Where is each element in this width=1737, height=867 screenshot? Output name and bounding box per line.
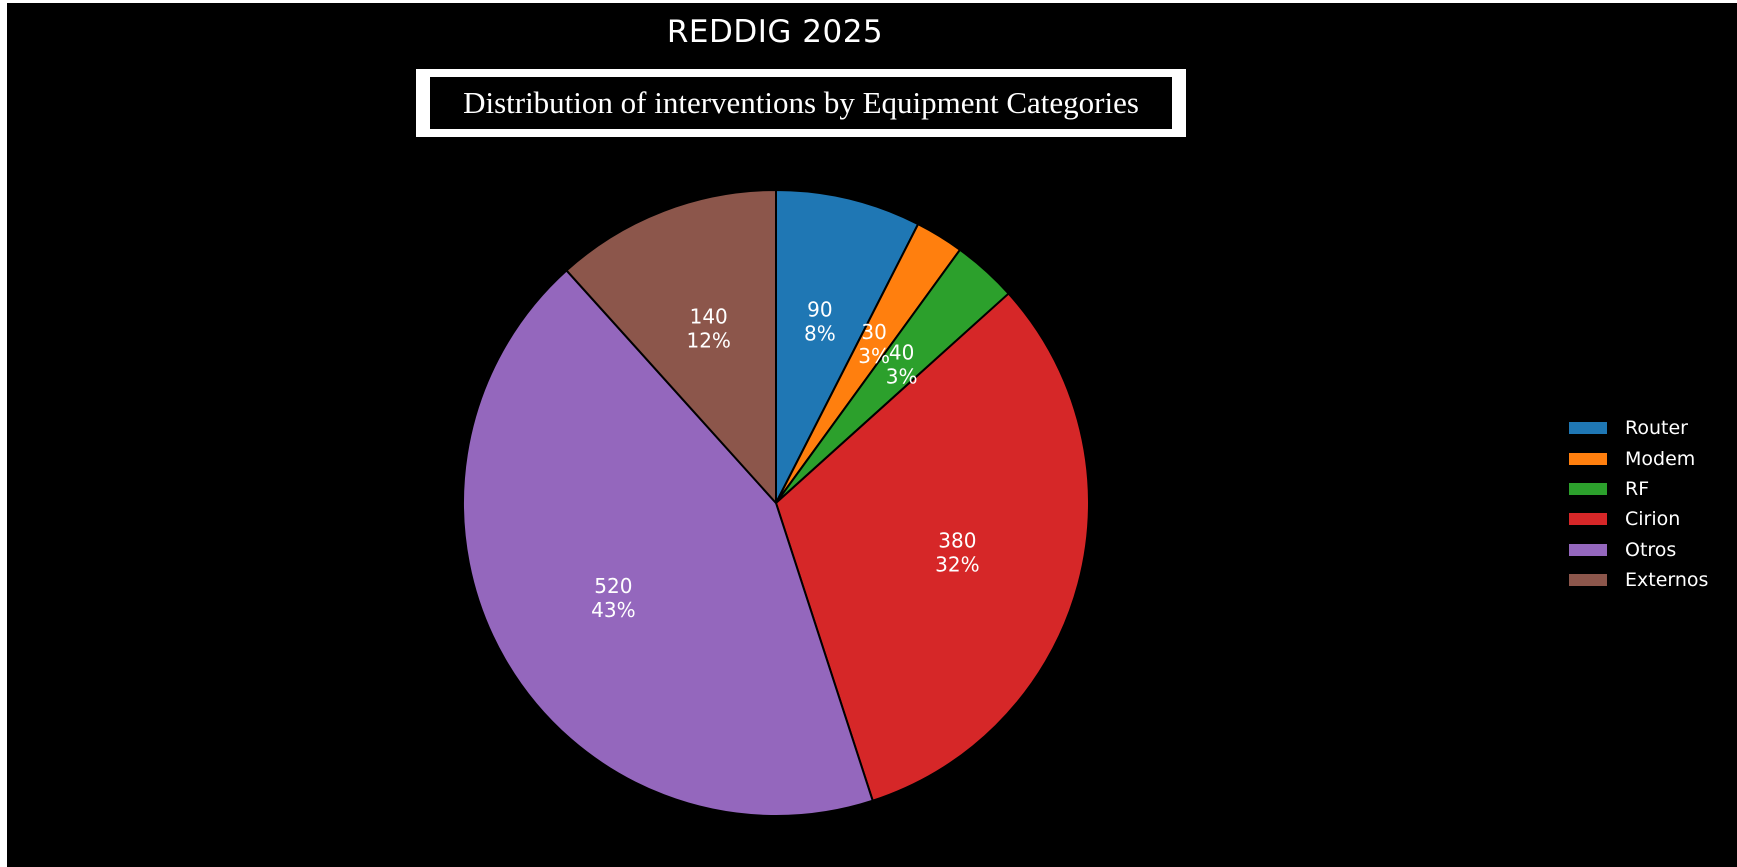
slice-value-label: 520 bbox=[594, 574, 632, 598]
pie-slices bbox=[462, 189, 1090, 817]
legend-label: RF bbox=[1625, 477, 1650, 500]
legend-item-cirion: Cirion bbox=[1569, 504, 1708, 534]
slice-value-label: 140 bbox=[690, 305, 728, 329]
pie-slice-router bbox=[775, 189, 920, 504]
slice-label-otros: 520 43% bbox=[591, 574, 635, 622]
chart-subtitle: Distribution of interventions by Equipme… bbox=[463, 85, 1139, 120]
legend-label: Router bbox=[1625, 417, 1688, 440]
slice-label-rf: 40 3% bbox=[886, 340, 918, 388]
legend-swatch bbox=[1569, 482, 1607, 495]
legend-swatch bbox=[1569, 543, 1607, 556]
legend-label: Externos bbox=[1625, 569, 1709, 592]
slice-label-externos: 140 12% bbox=[686, 305, 730, 353]
slice-percent-label: 32% bbox=[935, 553, 979, 577]
legend-item-externos: Externos bbox=[1569, 565, 1708, 595]
legend-item-modem: Modem bbox=[1569, 443, 1708, 473]
slice-label-router: 90 8% bbox=[804, 297, 836, 345]
legend-swatch bbox=[1569, 452, 1607, 465]
slice-label-modem: 30 3% bbox=[858, 320, 890, 368]
slice-percent-label: 12% bbox=[686, 329, 730, 353]
legend-item-otros: Otros bbox=[1569, 535, 1708, 565]
legend-swatch bbox=[1569, 574, 1607, 587]
legend-item-router: Router bbox=[1569, 413, 1708, 443]
pie-slice-cirion bbox=[775, 292, 1090, 802]
slice-percent-label: 3% bbox=[886, 364, 918, 388]
slice-percent-label: 8% bbox=[804, 321, 836, 345]
legend-label: Otros bbox=[1625, 538, 1677, 561]
slice-percent-label: 3% bbox=[858, 344, 890, 368]
pie-slice-otros bbox=[462, 269, 874, 817]
pie-slice-externos bbox=[565, 189, 777, 504]
slice-value-label: 30 bbox=[861, 320, 886, 344]
legend-item-rf: RF bbox=[1569, 474, 1708, 504]
chart-subtitle-box: Distribution of interventions by Equipme… bbox=[416, 69, 1186, 137]
slice-value-label: 90 bbox=[807, 297, 832, 321]
legend-swatch bbox=[1569, 513, 1607, 526]
legend-label: Modem bbox=[1625, 447, 1696, 470]
legend-swatch bbox=[1569, 422, 1607, 435]
chart-legend: Router Modem RF Cirion Otros Externos bbox=[1569, 413, 1708, 595]
chart-title: REDDIG 2025 bbox=[666, 14, 884, 50]
slice-value-label: 380 bbox=[938, 529, 976, 553]
slice-label-cirion: 380 32% bbox=[935, 529, 979, 577]
slice-percent-label: 43% bbox=[591, 598, 635, 622]
slice-value-label: 40 bbox=[889, 340, 914, 364]
pie-labels: 90 8% 30 3%40 3% 380 32% 520 43% 140 12% bbox=[591, 297, 979, 622]
legend-label: Cirion bbox=[1625, 508, 1681, 531]
